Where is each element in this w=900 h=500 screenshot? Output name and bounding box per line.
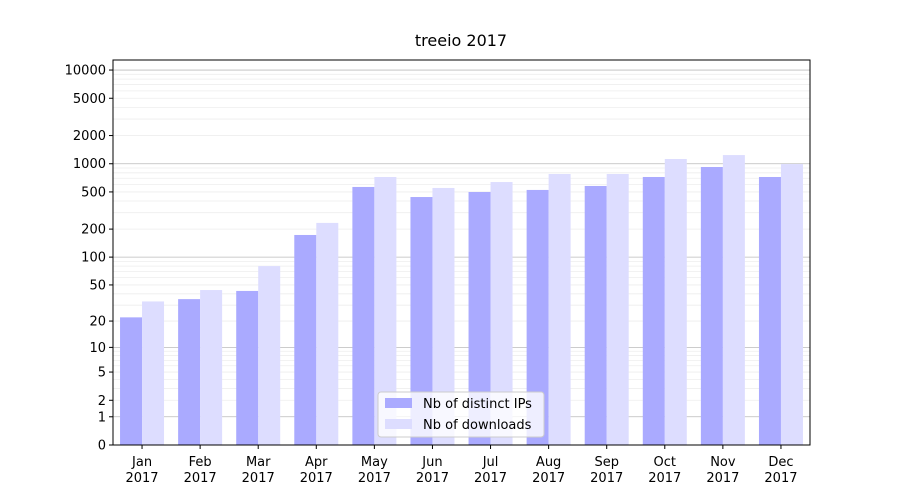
x-tick-label: Aug 2017 bbox=[532, 455, 565, 486]
bar bbox=[352, 186, 375, 446]
legend-box bbox=[377, 391, 545, 438]
y-tick-label: 5000 bbox=[73, 92, 106, 107]
bar bbox=[642, 176, 665, 445]
y-tick-label: 20 bbox=[89, 315, 106, 330]
grid bbox=[113, 69, 810, 418]
bar bbox=[584, 185, 607, 446]
x-tick-label: Jun 2017 bbox=[416, 455, 449, 486]
y-tick-label: 1000 bbox=[73, 157, 106, 172]
bar bbox=[700, 167, 723, 445]
chart-title: treeio 2017 bbox=[415, 31, 507, 50]
bar bbox=[606, 174, 629, 445]
bar bbox=[374, 176, 397, 445]
bar bbox=[432, 187, 455, 445]
y-tick-label: 200 bbox=[81, 223, 106, 238]
y-tick-label: 100 bbox=[81, 251, 106, 266]
bar bbox=[236, 290, 259, 445]
y-tick-label: 0 bbox=[98, 439, 106, 454]
bar bbox=[722, 155, 745, 446]
x-tick-label: Jan 2017 bbox=[125, 455, 158, 486]
bar bbox=[316, 222, 339, 445]
legend-swatch bbox=[385, 398, 412, 408]
x-tick-label: Nov 2017 bbox=[706, 455, 739, 486]
y-tick-label: 5 bbox=[98, 366, 106, 381]
legend-label: Nb of distinct IPs bbox=[423, 397, 532, 412]
x-tick-label: Apr 2017 bbox=[300, 455, 333, 486]
x-tick-label: Dec 2017 bbox=[764, 455, 797, 486]
bar bbox=[490, 182, 513, 446]
bar bbox=[294, 234, 317, 445]
bar bbox=[142, 301, 165, 445]
bar bbox=[780, 164, 803, 445]
y-tick-label: 50 bbox=[89, 278, 106, 293]
bar bbox=[410, 197, 433, 445]
y-tick-label: 500 bbox=[81, 185, 106, 200]
y-tick-label: 10 bbox=[89, 341, 106, 356]
bar bbox=[200, 290, 223, 445]
bar bbox=[548, 174, 571, 445]
y-tick-label: 2 bbox=[98, 394, 106, 409]
x-tick-label: Mar 2017 bbox=[242, 455, 275, 486]
y-tick-label: 10000 bbox=[65, 64, 106, 79]
legend-label: Nb of downloads bbox=[423, 418, 532, 433]
bar bbox=[526, 189, 549, 445]
plot-frame bbox=[112, 59, 811, 446]
bar bbox=[258, 266, 281, 445]
legend: Nb of distinct IPs Nb of downloads bbox=[377, 391, 545, 438]
x-tick-label: Jul 2017 bbox=[474, 455, 507, 486]
y-tick-label: 2000 bbox=[73, 129, 106, 144]
bar bbox=[758, 176, 781, 445]
bar bbox=[468, 192, 491, 445]
bar bbox=[178, 299, 201, 445]
x-tick-label: Oct 2017 bbox=[648, 455, 681, 486]
legend-swatch bbox=[385, 419, 412, 429]
x-tick-label: Feb 2017 bbox=[184, 455, 217, 486]
x-tick-label: May 2017 bbox=[358, 455, 391, 486]
bar bbox=[120, 317, 143, 445]
y-tick-label: 1 bbox=[98, 410, 106, 425]
bar bbox=[664, 158, 687, 446]
x-tick-label: Sep 2017 bbox=[590, 455, 623, 486]
